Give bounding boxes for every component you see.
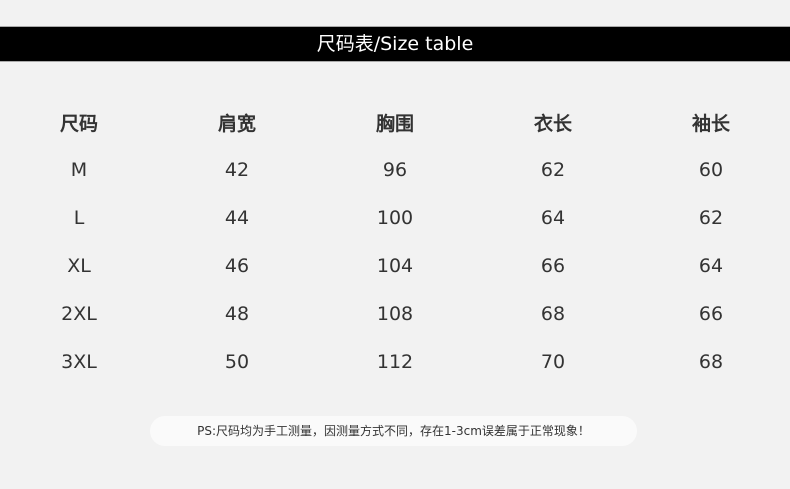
table-cell: 104: [376, 255, 414, 277]
table-cell: 68: [698, 351, 724, 373]
table-cell: 50: [224, 351, 250, 373]
table-row: XL 46 104 66 64: [0, 242, 790, 290]
table-cell: 46: [224, 255, 250, 277]
table-cell: 64: [540, 207, 566, 229]
column-header: 尺码: [59, 112, 98, 135]
table-cell: 44: [224, 207, 250, 229]
table-row: 2XL 48 108 68 66: [0, 290, 790, 338]
table-cell: 70: [540, 351, 566, 373]
table-cell: 2XL: [61, 303, 97, 325]
table-cell: XL: [67, 255, 91, 277]
measurement-note: PS:尺码均为手工测量，因测量方式不同，存在1-3cm误差属于正常现象！: [150, 416, 637, 446]
table-cell: L: [73, 207, 85, 229]
table-cell: 66: [698, 303, 724, 325]
table-cell: 42: [224, 159, 250, 181]
table-row: L 44 100 64 62: [0, 194, 790, 242]
table-cell: 100: [376, 207, 414, 229]
table-cell: 108: [376, 303, 414, 325]
column-header: 胸围: [375, 112, 414, 135]
table-cell: 112: [376, 351, 414, 373]
column-header: 衣长: [533, 112, 572, 135]
size-table: 尺码 肩宽 胸围 衣长 袖长 M 42 96 62 60 L 44 100 64 62 XL 46 104 66 6…: [0, 98, 790, 386]
table-cell: M: [70, 159, 88, 181]
table-header-row: 尺码 肩宽 胸围 衣长 袖长: [0, 98, 790, 146]
table-cell: 62: [540, 159, 566, 181]
table-cell: 60: [698, 159, 724, 181]
table-row: 3XL 50 112 70 68: [0, 338, 790, 386]
table-cell: 68: [540, 303, 566, 325]
table-cell: 96: [382, 159, 408, 181]
table-cell: 64: [698, 255, 724, 277]
table-row: M 42 96 62 60: [0, 146, 790, 194]
column-header: 袖长: [691, 112, 730, 135]
table-cell: 62: [698, 207, 724, 229]
table-cell: 3XL: [61, 351, 97, 373]
table-cell: 66: [540, 255, 566, 277]
title-banner: 尺码表/Size table: [0, 26, 790, 62]
table-cell: 48: [224, 303, 250, 325]
page-title: 尺码表/Size table: [316, 33, 474, 55]
column-header: 肩宽: [217, 112, 256, 135]
